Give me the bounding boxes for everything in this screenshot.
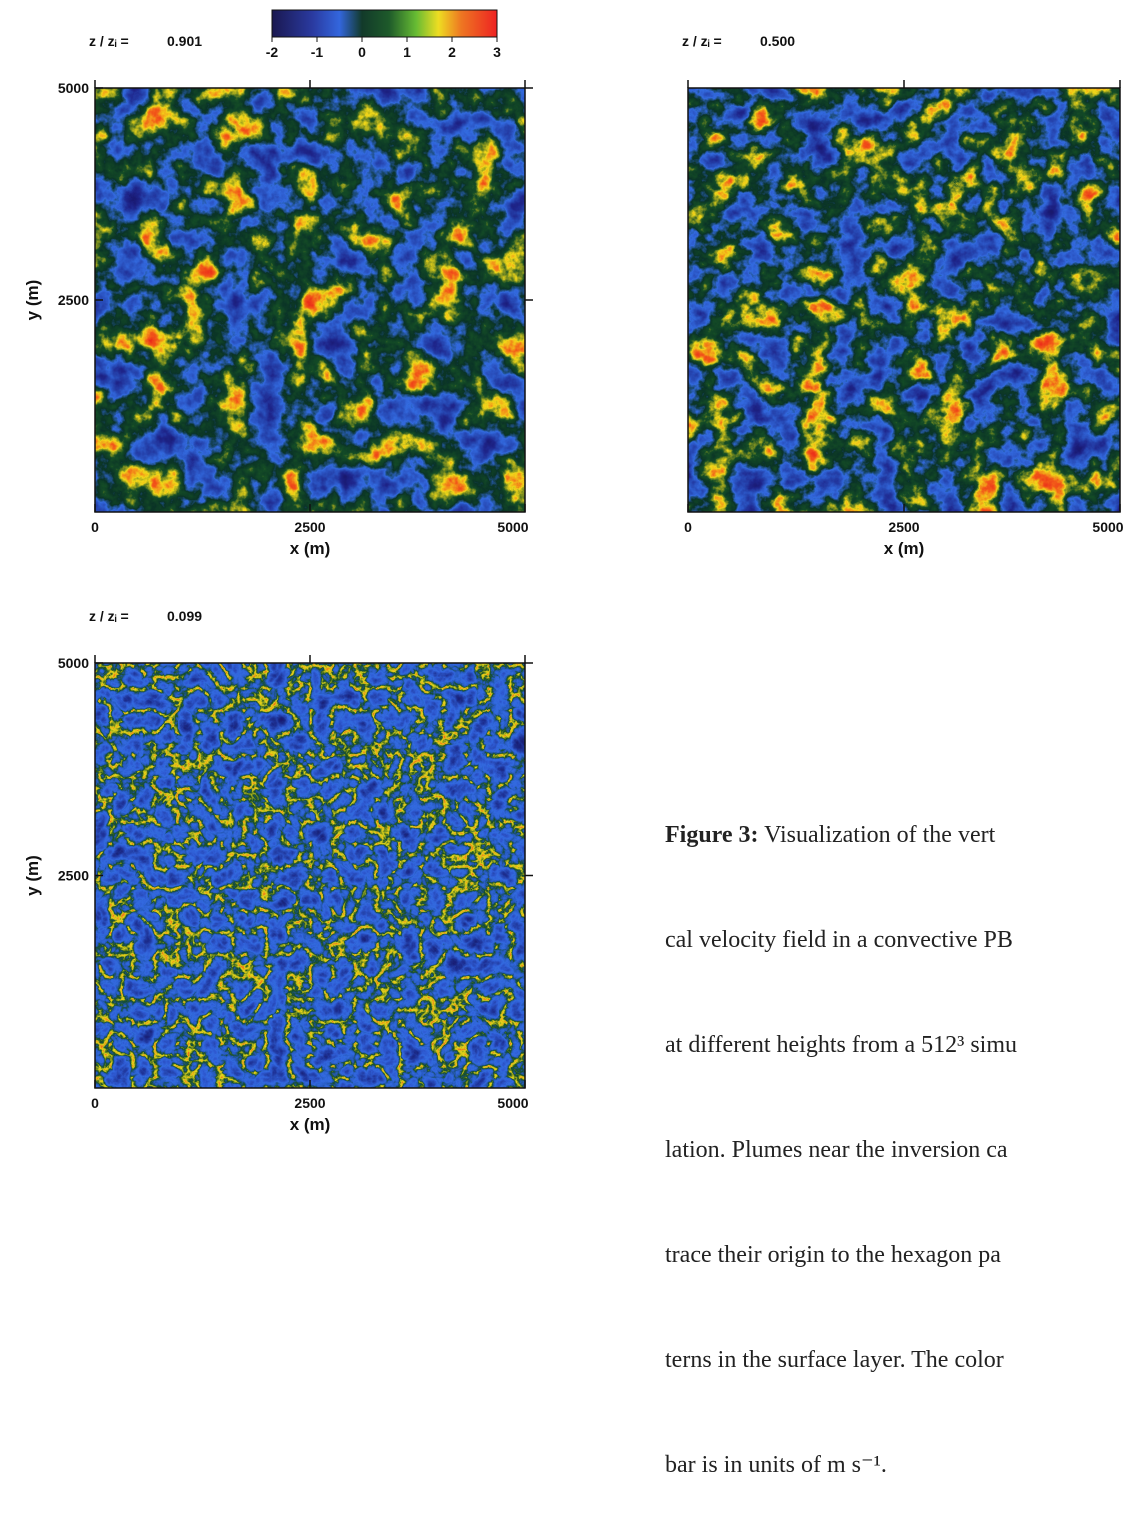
x-axis-label: x (m) bbox=[290, 539, 331, 558]
x-tick-label: 2500 bbox=[294, 519, 325, 535]
caption-line: at different heights from a 512³ simu bbox=[665, 1028, 1132, 1063]
x-axis-label: x (m) bbox=[290, 1115, 331, 1134]
page: -2 -1 0 1 2 3 z / zᵢ = 0.901 0 2500 5000 x (m) 2500 5… bbox=[0, 0, 1132, 1142]
y-tick-label: 5000 bbox=[58, 655, 89, 671]
colorbar-tick-label: -2 bbox=[266, 44, 279, 60]
caption-line: Figure 3: Visualization of the vert bbox=[665, 818, 1132, 853]
field-image bbox=[95, 88, 525, 512]
x-axis-label: x (m) bbox=[884, 539, 925, 558]
colorbar-tick-label: 1 bbox=[403, 44, 411, 60]
colorbar-tick-label: 3 bbox=[493, 44, 501, 60]
colorbar-tick-label: -1 bbox=[311, 44, 324, 60]
y-tick-label: 2500 bbox=[58, 868, 89, 884]
y-tick-label: 2500 bbox=[58, 292, 89, 308]
colorbar-tick-label: 0 bbox=[358, 44, 366, 60]
x-tick-label: 0 bbox=[91, 1095, 99, 1111]
colorbar bbox=[272, 10, 497, 37]
colorbar-tick-label: 2 bbox=[448, 44, 456, 60]
caption-text: Visualization of the vert bbox=[759, 822, 996, 848]
caption-line: trace their origin to the hexagon pa bbox=[665, 1238, 1132, 1273]
panel-label: z / zᵢ = bbox=[682, 33, 722, 49]
x-tick-label: 5000 bbox=[497, 519, 528, 535]
caption-line: lation. Plumes near the inversion ca bbox=[665, 1133, 1132, 1168]
caption-line: bar is in units of m s⁻¹. bbox=[665, 1448, 1132, 1483]
panel-label: z / zᵢ = bbox=[89, 33, 129, 49]
field-image bbox=[688, 88, 1120, 512]
x-tick-label: 0 bbox=[684, 519, 692, 535]
y-axis-label: y (m) bbox=[23, 280, 42, 321]
caption-line: terns in the surface layer. The color bbox=[665, 1343, 1132, 1378]
panel-height: 0.500 bbox=[760, 33, 795, 49]
x-tick-label: 5000 bbox=[497, 1095, 528, 1111]
caption-line: cal velocity field in a convective PB bbox=[665, 923, 1132, 958]
caption-label: Figure 3: bbox=[665, 822, 759, 848]
y-axis-label: y (m) bbox=[23, 855, 42, 896]
x-tick-label: 5000 bbox=[1092, 519, 1123, 535]
caption: Figure 3: Visualization of the vert cal … bbox=[665, 748, 1132, 1518]
panel-height: 0.099 bbox=[167, 608, 202, 624]
field-image bbox=[95, 663, 525, 1088]
y-tick-label: 5000 bbox=[58, 80, 89, 96]
panel-label: z / zᵢ = bbox=[89, 608, 129, 624]
x-tick-label: 2500 bbox=[888, 519, 919, 535]
panel-height: 0.901 bbox=[167, 33, 202, 49]
x-tick-label: 0 bbox=[91, 519, 99, 535]
x-tick-label: 2500 bbox=[294, 1095, 325, 1111]
